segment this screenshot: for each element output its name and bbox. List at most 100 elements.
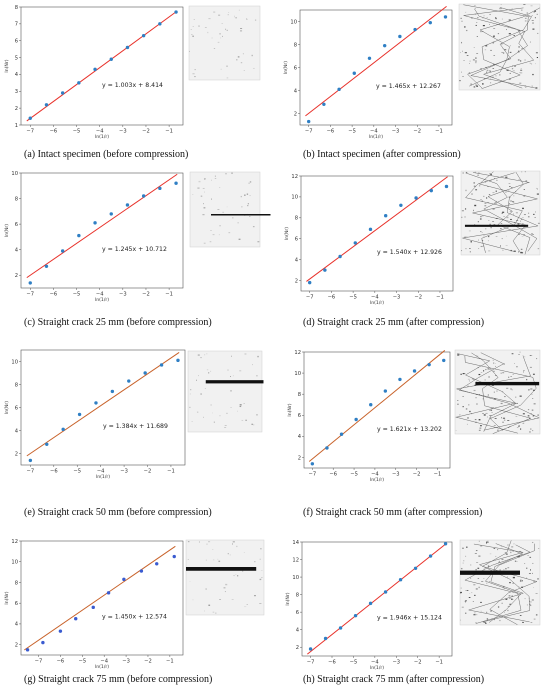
photo-speckle — [475, 588, 478, 590]
photo-speckle — [227, 369, 229, 371]
photo-speckle — [464, 52, 467, 54]
photo-background — [458, 3, 541, 91]
data-point — [339, 432, 344, 436]
data-point — [44, 103, 49, 107]
plot-frame — [20, 6, 184, 126]
photo-speckle — [506, 29, 507, 31]
data-point — [442, 358, 446, 363]
photo-speckle — [217, 209, 220, 210]
photo-speckle — [528, 390, 530, 391]
x-tick-label: −7 — [27, 469, 35, 475]
photo-speckle — [214, 178, 217, 179]
y-tick-label: 8 — [15, 196, 18, 202]
photo-speckle — [206, 353, 208, 355]
x-tick-label: −3 — [393, 295, 401, 301]
photo-speckle — [518, 46, 520, 48]
photo-speckle — [229, 375, 232, 377]
photo-speckle — [522, 217, 524, 218]
fracture-line — [484, 543, 535, 623]
photo-speckle — [200, 195, 203, 197]
photo-speckle — [226, 65, 229, 67]
photo-speckle — [518, 425, 520, 427]
photo-speckle — [469, 251, 471, 253]
photo-speckle — [233, 575, 235, 577]
plot-frame — [20, 172, 184, 289]
photo-speckle — [530, 622, 533, 623]
photo-speckle — [491, 76, 494, 78]
fracture-line — [470, 8, 535, 89]
photo-speckle — [523, 370, 525, 372]
photo-speckle — [492, 221, 495, 222]
photo-speckle — [253, 595, 256, 597]
data-point — [444, 184, 449, 189]
y-tick-label: 12 — [291, 174, 298, 180]
photo-speckle — [462, 172, 464, 174]
photo-speckle — [467, 417, 469, 419]
photo-speckle — [499, 74, 501, 76]
data-point — [174, 181, 178, 185]
photo-speckle — [462, 373, 465, 375]
photo-speckle — [531, 541, 534, 544]
photo-speckle — [522, 223, 524, 224]
photo-speckle — [535, 87, 538, 89]
data-point — [155, 562, 159, 566]
photo-speckle — [526, 378, 528, 381]
photo-speckle — [470, 83, 472, 85]
photo-speckle — [469, 63, 470, 64]
photo-speckle — [530, 5, 533, 7]
photo-speckle — [208, 372, 210, 374]
x-tick-label: −3 — [392, 129, 400, 135]
y-axis-label: ln(Nr) — [285, 592, 291, 605]
y-tick-label: 10 — [291, 195, 298, 201]
photo-speckle — [490, 227, 492, 229]
photo-speckle — [511, 598, 513, 600]
photo-speckle — [530, 388, 533, 390]
panel-b: −7 −6 −5 −4 −3 −2 −1 2 4 6 8 10 ln(1/r) ln(Nr) y = 1.4… — [283, 3, 541, 160]
photo-speckle — [478, 394, 480, 396]
photo-speckle — [525, 87, 527, 88]
photo-speckle — [512, 598, 514, 600]
photo-speckle — [520, 72, 523, 74]
photo-speckle — [479, 218, 482, 220]
x-tick-label: −5 — [349, 295, 357, 301]
y-tick-label: 2 — [15, 106, 18, 112]
data-point — [176, 358, 180, 363]
photo-speckle — [507, 420, 510, 421]
photo-speckle — [224, 591, 226, 593]
data-point — [109, 212, 113, 216]
photo-speckle — [470, 577, 472, 579]
photo-speckle — [509, 582, 511, 584]
photo-speckle — [480, 231, 482, 233]
photo-speckle — [246, 18, 248, 20]
photo-speckle — [519, 395, 522, 397]
photo-speckle — [471, 378, 474, 380]
photo-speckle — [483, 195, 485, 198]
photo-speckle — [206, 543, 208, 545]
crack-bar — [186, 567, 257, 571]
photo-speckle — [227, 553, 229, 555]
photo-speckle — [531, 19, 534, 21]
photo-speckle — [514, 363, 515, 364]
photo-speckle — [231, 355, 232, 357]
photo-speckle — [211, 37, 213, 39]
x-axis-label: ln(1/r) — [370, 665, 384, 671]
fracture-line — [464, 544, 531, 624]
photo-speckle — [251, 423, 254, 425]
photo-speckle — [527, 409, 530, 411]
photo-speckle — [241, 206, 243, 208]
photo-speckle — [528, 16, 530, 17]
photo-speckle — [509, 597, 511, 599]
photo-speckle — [531, 409, 534, 411]
photo-speckle — [530, 604, 532, 607]
y-tick-label: 8 — [298, 392, 301, 398]
fracture-line — [481, 7, 533, 89]
specimen-photo — [458, 3, 541, 91]
photo-speckle — [477, 567, 480, 569]
data-point — [94, 401, 98, 405]
photo-speckle — [244, 353, 247, 355]
photo-speckle — [240, 195, 242, 198]
photo-speckle — [529, 355, 532, 356]
photo-speckle — [218, 234, 220, 236]
photo-speckle — [223, 587, 226, 589]
photo-speckle — [508, 203, 510, 205]
